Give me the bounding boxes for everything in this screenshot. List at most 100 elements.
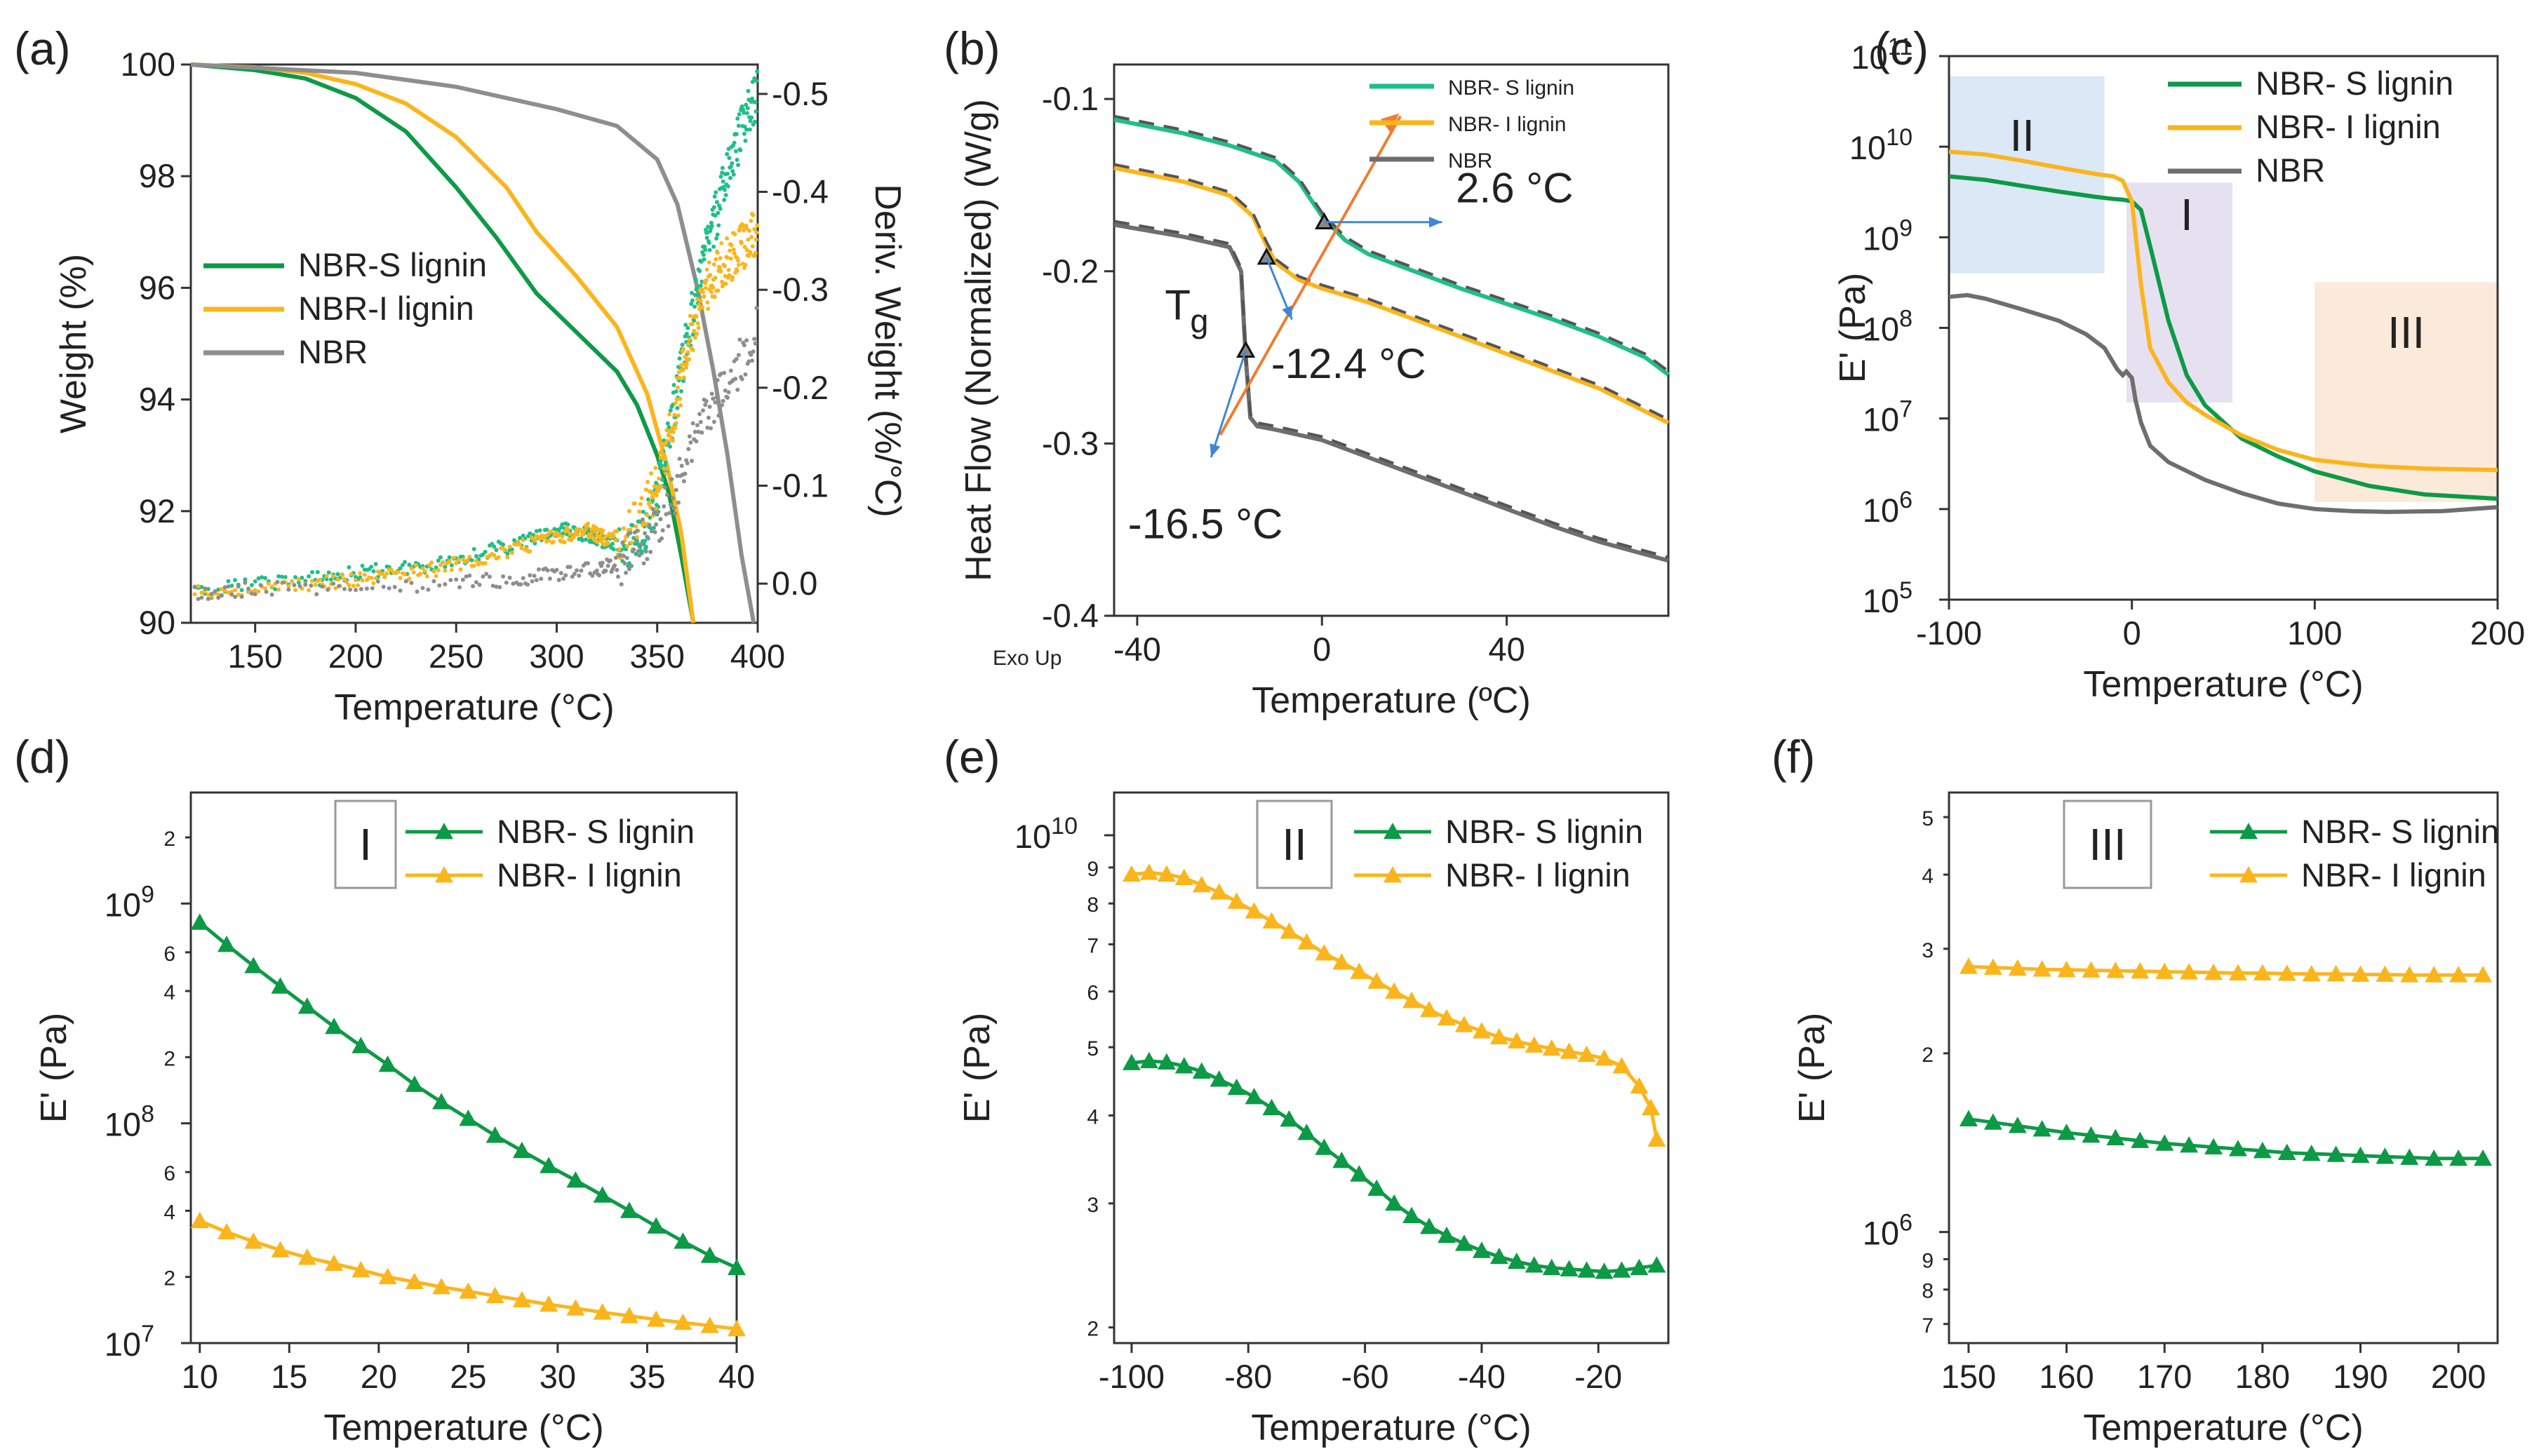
deriv-point <box>680 342 685 347</box>
x-axis-label: Temperature (ºC) <box>1252 680 1531 721</box>
deriv-point <box>483 549 488 554</box>
deriv-point <box>577 573 582 578</box>
series-marker <box>2057 1124 2076 1140</box>
series-marker <box>2180 1135 2199 1153</box>
deriv-point <box>371 569 376 574</box>
y-tick-label-base: 10 <box>1863 401 1899 438</box>
annotation-label: 2.6 °C <box>1456 165 1573 212</box>
deriv-point <box>199 591 204 595</box>
deriv-point <box>663 460 668 465</box>
deriv-point <box>517 536 522 541</box>
deriv-point <box>735 116 740 121</box>
deriv-point <box>714 257 718 262</box>
y-tick-label: -0.2 <box>1042 252 1099 290</box>
deriv-point <box>362 572 367 577</box>
deriv-point <box>637 553 642 558</box>
deriv-point <box>634 538 638 543</box>
deriv-point <box>337 584 342 588</box>
deriv-point <box>333 586 338 591</box>
deriv-point <box>649 471 653 476</box>
deriv-point <box>415 589 420 594</box>
deriv-point <box>488 574 492 579</box>
deriv-point <box>659 477 664 482</box>
series-marker <box>1595 1049 1614 1066</box>
x-tick-label: 35 <box>629 1358 665 1395</box>
deriv-point <box>426 587 431 592</box>
deriv-point <box>720 166 725 170</box>
deriv-point <box>575 532 580 537</box>
deriv-point <box>690 298 695 303</box>
legend-label: NBR- S lignin <box>497 813 695 850</box>
tg-marker <box>1236 340 1256 358</box>
deriv-point <box>744 102 749 107</box>
series-marker <box>1157 865 1176 882</box>
panel-label: (e) <box>944 731 1000 783</box>
deriv-point <box>465 558 470 562</box>
deriv-point <box>307 588 312 593</box>
deriv-point <box>641 517 645 522</box>
deriv-point <box>326 570 331 575</box>
series-marker <box>593 1186 612 1203</box>
series-marker <box>2376 1147 2394 1164</box>
series-marker <box>2008 959 2027 976</box>
deriv-point <box>192 585 197 590</box>
series-marker <box>190 1211 209 1229</box>
series-marker <box>325 1254 344 1272</box>
series-marker <box>2228 964 2247 980</box>
deriv-point <box>256 589 261 594</box>
deriv-point <box>668 434 673 439</box>
legend-label: NBR- S lignin <box>2256 65 2453 102</box>
deriv-point <box>286 584 291 588</box>
deriv-point <box>666 524 671 529</box>
deriv-point <box>583 537 588 542</box>
series-marker <box>1472 1022 1491 1039</box>
exo-up-note: Exo Up <box>993 647 1061 670</box>
deriv-point <box>622 553 626 558</box>
x-tick-label: 20 <box>361 1358 397 1395</box>
deriv-point <box>728 248 732 253</box>
deriv-point <box>697 269 702 274</box>
deriv-point <box>483 561 488 566</box>
deriv-point <box>622 526 626 531</box>
region-label: II <box>2009 110 2035 161</box>
deriv-point <box>698 419 703 424</box>
deriv-point <box>521 538 525 543</box>
x-tick-label: 40 <box>1488 631 1525 668</box>
deriv-point <box>712 295 717 299</box>
series-marker <box>1420 1218 1439 1234</box>
series-marker <box>1454 1234 1473 1251</box>
deriv-point <box>702 244 707 249</box>
deriv-point <box>732 231 737 236</box>
y-tick-label: 94 <box>139 381 175 418</box>
deriv-point <box>673 511 678 516</box>
series-marker <box>378 1055 397 1072</box>
deriv-point <box>471 546 476 551</box>
series-marker <box>1297 1124 1316 1140</box>
deriv-point <box>742 110 746 115</box>
deriv-point <box>620 540 625 545</box>
series-marker <box>1402 1206 1421 1224</box>
series-marker <box>2326 964 2345 982</box>
deriv-point <box>690 348 695 353</box>
series-line <box>190 62 756 623</box>
series-marker <box>1577 1045 1596 1063</box>
y-tick-label: 1011 <box>1851 34 1913 76</box>
deriv-point <box>216 587 221 592</box>
deriv-point <box>696 429 701 434</box>
deriv-point <box>608 558 612 563</box>
y-tick-label: -0.4 <box>1042 597 1099 634</box>
deriv-point <box>627 567 631 572</box>
y-minor-tick-label: 3 <box>1087 1194 1099 1217</box>
deriv-point <box>324 577 329 581</box>
deriv-point <box>753 237 758 242</box>
deriv-point <box>706 415 711 420</box>
deriv-point <box>276 574 281 579</box>
series-marker <box>1983 1113 2002 1130</box>
deriv-point <box>690 290 695 295</box>
deriv-point <box>290 579 295 584</box>
deriv-point <box>668 444 672 449</box>
deriv-point <box>650 495 655 500</box>
deriv-point <box>572 572 577 577</box>
panel-f: 150 160 170 180 190 200 7 8 9 106 2 3 4 5 Temperature … <box>1771 731 2499 1448</box>
deriv-point <box>755 223 760 228</box>
